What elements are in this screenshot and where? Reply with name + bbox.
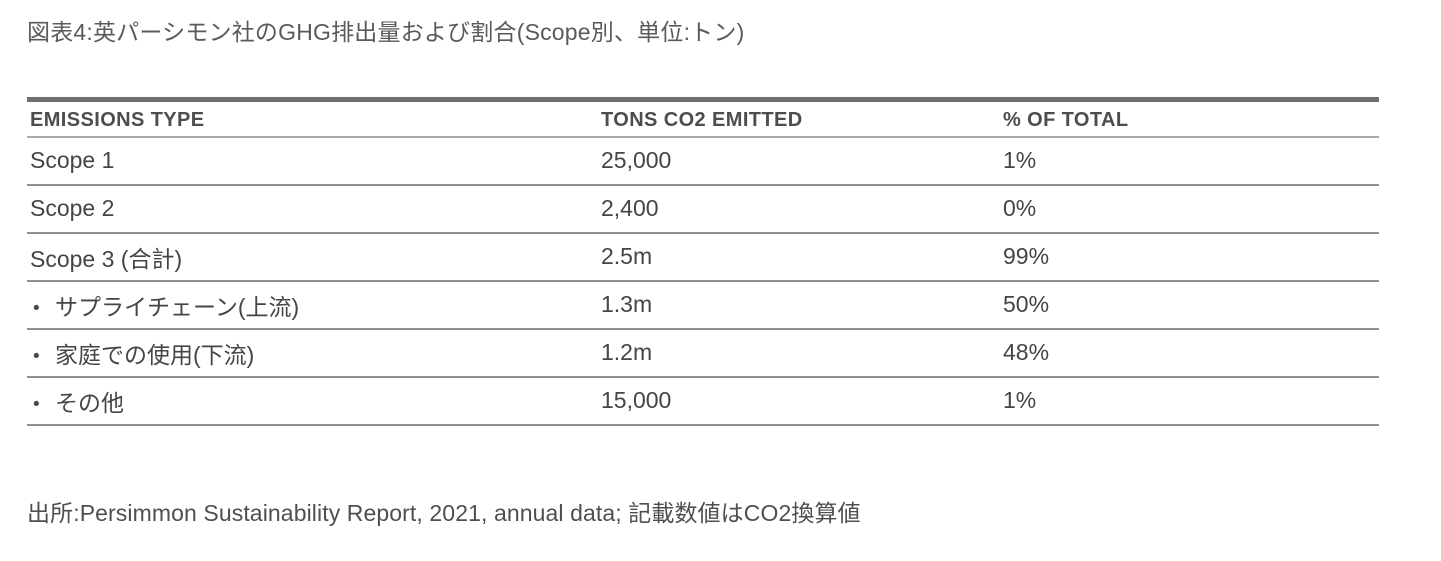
bullet-icon: •	[33, 345, 40, 367]
tons-co2-cell: 25,000	[598, 136, 1000, 186]
tons-co2-cell: 2,400	[598, 184, 1000, 234]
column-header-tons-co2: TONS CO2 EMITTED	[598, 99, 1000, 138]
emissions-type-cell: • サプライチェーン(上流)	[27, 280, 598, 330]
table-header: EMISSIONS TYPE TONS CO2 EMITTED % OF TOT…	[27, 99, 1379, 138]
tons-co2-cell: 2.5m	[598, 232, 1000, 282]
pct-total-cell: 48%	[1000, 328, 1379, 378]
pct-total-cell: 99%	[1000, 232, 1379, 282]
emissions-type-label: サプライチェーン(上流)	[55, 293, 300, 320]
emissions-type-label: その他	[55, 389, 124, 416]
report-figure: 図表4:英パーシモン社のGHG排出量および割合(Scope別、単位:トン) EM…	[27, 19, 1379, 526]
emissions-type-label: Scope 1	[30, 147, 115, 173]
table-row: Scope 3 (合計) 2.5m 99%	[27, 232, 1379, 282]
table-row: Scope 1 25,000 1%	[27, 136, 1379, 186]
pct-total-cell: 0%	[1000, 184, 1379, 234]
bullet-icon: •	[33, 393, 40, 415]
emissions-table: EMISSIONS TYPE TONS CO2 EMITTED % OF TOT…	[27, 97, 1379, 426]
emissions-type-cell: • その他	[27, 376, 598, 426]
emissions-type-cell: Scope 1	[27, 136, 598, 186]
table-row: • 家庭での使用(下流) 1.2m 48%	[27, 328, 1379, 378]
emissions-type-cell: Scope 2	[27, 184, 598, 234]
table-row: • サプライチェーン(上流) 1.3m 50%	[27, 280, 1379, 330]
emissions-type-cell: Scope 3 (合計)	[27, 232, 598, 282]
table-row: • その他 15,000 1%	[27, 376, 1379, 426]
emissions-type-label: Scope 2	[30, 195, 115, 221]
source-note: 出所:Persimmon Sustainability Report, 2021…	[27, 499, 861, 526]
column-header-emissions-type: EMISSIONS TYPE	[27, 99, 598, 138]
pct-total-cell: 1%	[1000, 376, 1379, 426]
tons-co2-cell: 1.3m	[598, 280, 1000, 330]
tons-co2-cell: 1.2m	[598, 328, 1000, 378]
tons-co2-cell: 15,000	[598, 376, 1000, 426]
pct-total-cell: 50%	[1000, 280, 1379, 330]
bullet-icon: •	[33, 297, 40, 319]
emissions-type-cell: • 家庭での使用(下流)	[27, 328, 598, 378]
emissions-type-label: Scope 3 (合計)	[30, 245, 183, 272]
figure-title: 図表4:英パーシモン社のGHG排出量および割合(Scope別、単位:トン)	[27, 19, 745, 45]
header-row: EMISSIONS TYPE TONS CO2 EMITTED % OF TOT…	[27, 99, 1379, 138]
table-body: Scope 1 25,000 1% Scope 2 2,400 0% Scope…	[27, 136, 1379, 426]
column-header-pct-total: % OF TOTAL	[1000, 99, 1379, 138]
table-row: Scope 2 2,400 0%	[27, 184, 1379, 234]
pct-total-cell: 1%	[1000, 136, 1379, 186]
emissions-type-label: 家庭での使用(下流)	[55, 341, 255, 368]
